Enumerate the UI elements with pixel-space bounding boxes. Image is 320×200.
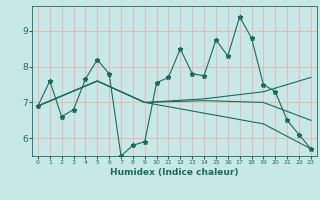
X-axis label: Humidex (Indice chaleur): Humidex (Indice chaleur)	[110, 168, 239, 177]
